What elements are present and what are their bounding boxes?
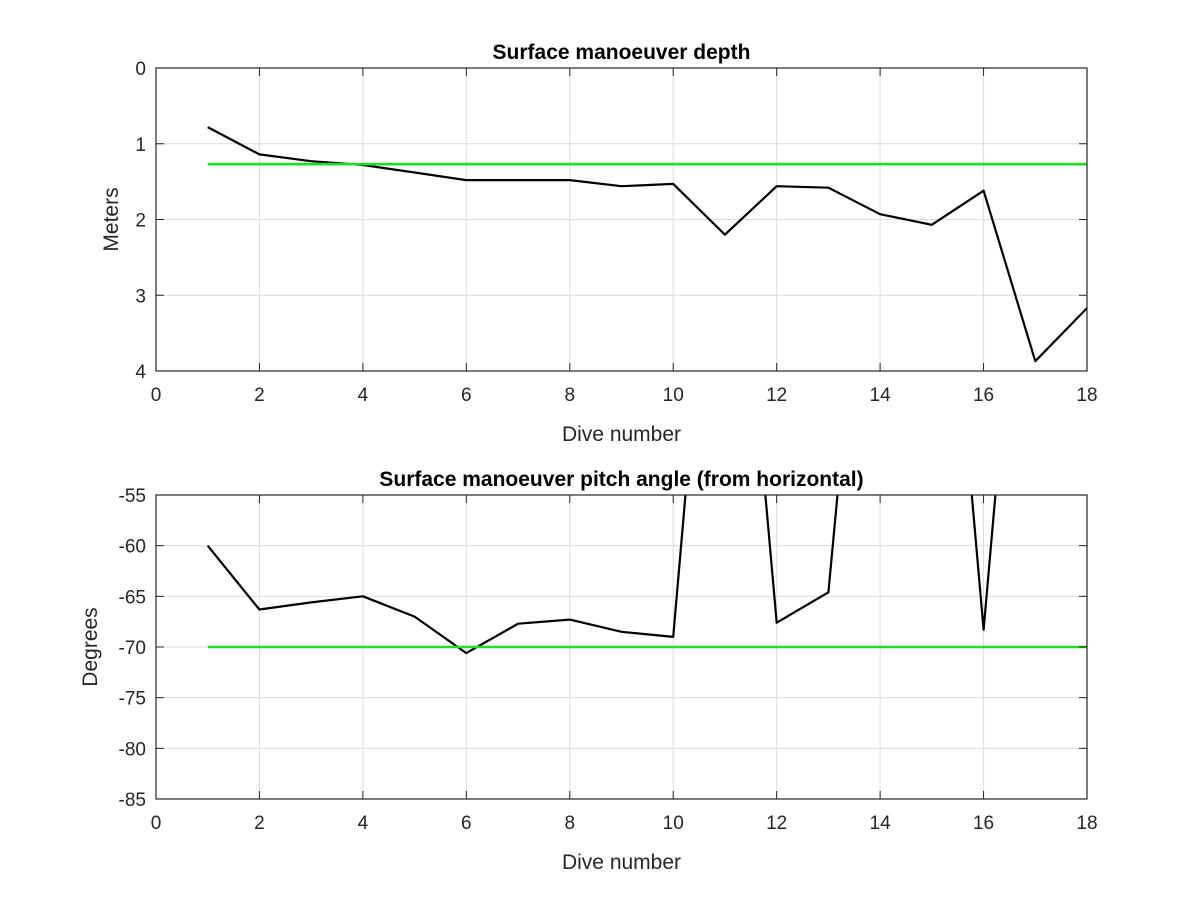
chart-title: Surface manoeuver pitch angle (from hori…: [379, 468, 863, 491]
x-tick-label: 4: [358, 813, 369, 834]
x-tick-label: 0: [151, 813, 162, 834]
x-tick-label: 6: [461, 813, 472, 834]
x-axis-label: Dive number: [562, 851, 681, 874]
x-tick-label: 0: [151, 385, 162, 406]
x-tick-label: 14: [870, 813, 892, 834]
x-tick-label: 6: [461, 385, 472, 406]
y-tick-label: -55: [119, 486, 146, 507]
x-tick-label: 18: [1076, 813, 1097, 834]
x-tick-label: 16: [973, 385, 994, 406]
y-tick-label: 4: [135, 362, 146, 383]
x-tick-label: 14: [870, 385, 892, 406]
x-tick-label: 12: [766, 385, 787, 406]
y-axis-label: Meters: [100, 187, 123, 251]
series-group: [207, 126, 1087, 363]
y-tick-label: 3: [135, 286, 146, 307]
y-tick-label: -75: [119, 689, 146, 710]
x-tick-label: 8: [564, 385, 575, 406]
y-tick-label: -60: [119, 537, 146, 558]
y-tick-label: -70: [119, 638, 146, 659]
y-tick-label: -85: [119, 790, 146, 811]
y-tick-label: 1: [135, 135, 146, 156]
x-tick-label: 10: [663, 813, 684, 834]
x-tick-label: 2: [254, 813, 265, 834]
x-tick-label: 16: [973, 813, 994, 834]
pitch-axes: 0 2 4 6 8 10 12 14 16 18 -55 -60 -65 -70 -75 -80 -85 Surf…: [79, 468, 1098, 874]
x-tick-label: 10: [663, 385, 684, 406]
y-tick-label: -80: [119, 739, 146, 760]
chart-title: Surface manoeuver depth: [493, 41, 751, 64]
x-tick-label: 4: [358, 385, 369, 406]
y-tick-label: 0: [135, 59, 146, 80]
y-axis-label: Degrees: [79, 607, 102, 686]
series-group: [206, 495, 1087, 655]
x-tick-label: 8: [564, 813, 575, 834]
x-tick-label: 2: [254, 385, 265, 406]
x-tick-label: 12: [766, 813, 787, 834]
measured-series-line: [206, 495, 997, 655]
x-axis-label: Dive number: [562, 423, 681, 446]
y-tick-label: 2: [135, 211, 146, 232]
y-tick-label: -65: [119, 587, 146, 608]
x-tick-label: 18: [1076, 385, 1097, 406]
